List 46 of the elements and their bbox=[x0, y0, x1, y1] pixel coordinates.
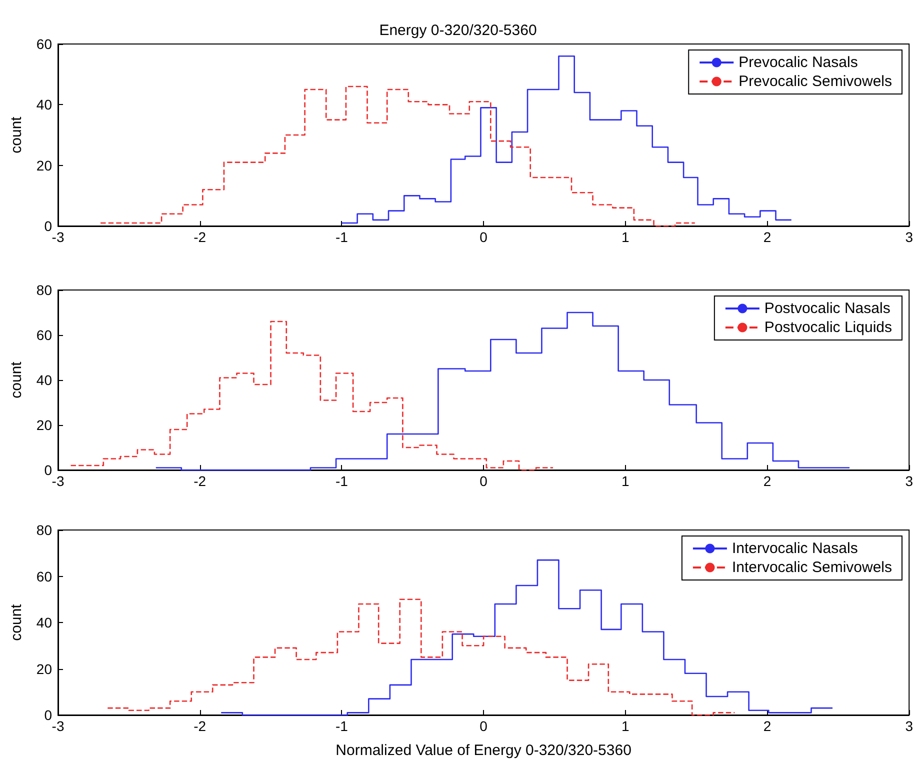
chart-title: Energy 0-320/320-5360 bbox=[379, 22, 537, 39]
x-axis-title: Normalized Value of Energy 0-320/320-5360 bbox=[336, 742, 632, 759]
y-tick-label: 40 bbox=[36, 614, 52, 630]
legend-label: Intervocalic Nasals bbox=[732, 540, 858, 557]
y-tick-label: 0 bbox=[44, 707, 52, 723]
x-tick-label: 2 bbox=[763, 229, 772, 245]
x-tick-label: -2 bbox=[194, 229, 206, 245]
y-axis-title: count bbox=[8, 116, 25, 154]
x-tick-label: 2 bbox=[763, 718, 772, 734]
x-tick-label: 3 bbox=[905, 718, 914, 734]
legend-label: Postvocalic Nasals bbox=[764, 300, 890, 317]
y-tick-label: 20 bbox=[36, 660, 52, 677]
x-tick-label: -3 bbox=[52, 229, 64, 245]
x-tick-label: -1 bbox=[335, 718, 348, 734]
y-tick-label: 60 bbox=[36, 568, 52, 584]
y-tick-label: 60 bbox=[36, 327, 52, 343]
x-tick-label: 1 bbox=[622, 473, 630, 489]
y-tick-label: 60 bbox=[36, 36, 52, 52]
x-tick-label: -3 bbox=[52, 473, 64, 489]
y-tick-label: 0 bbox=[44, 218, 52, 234]
x-tick-label: -2 bbox=[194, 473, 206, 489]
y-tick-label: 20 bbox=[36, 157, 52, 174]
x-tick-label: 3 bbox=[905, 473, 914, 489]
legend-label: Intervocalic Semivowels bbox=[732, 559, 892, 576]
x-tick-label: -1 bbox=[335, 473, 348, 489]
y-tick-label: 40 bbox=[36, 96, 52, 113]
y-axis-title: count bbox=[8, 603, 25, 641]
x-tick-label: 1 bbox=[622, 718, 630, 734]
x-tick-label: 3 bbox=[905, 229, 914, 245]
y-tick-label: 0 bbox=[44, 462, 52, 478]
y-tick-label: 80 bbox=[36, 522, 52, 538]
x-tick-label: -3 bbox=[52, 718, 64, 734]
x-tick-label: 0 bbox=[480, 473, 488, 489]
y-tick-label: 20 bbox=[36, 417, 52, 433]
y-axis-title: count bbox=[8, 360, 25, 398]
legend-label: Prevocalic Semivowels bbox=[738, 73, 892, 90]
x-tick-label: 1 bbox=[622, 229, 630, 245]
x-tick-label: 2 bbox=[763, 473, 772, 489]
legend-label: Prevocalic Nasals bbox=[738, 54, 858, 71]
y-tick-label: 40 bbox=[36, 372, 52, 388]
y-tick-label: 80 bbox=[36, 282, 52, 298]
legend-label: Postvocalic Liquids bbox=[764, 319, 892, 336]
x-tick-label: -2 bbox=[194, 718, 206, 734]
x-tick-label: 0 bbox=[480, 229, 488, 245]
x-tick-label: -1 bbox=[335, 229, 348, 245]
x-tick-label: 0 bbox=[480, 718, 488, 734]
